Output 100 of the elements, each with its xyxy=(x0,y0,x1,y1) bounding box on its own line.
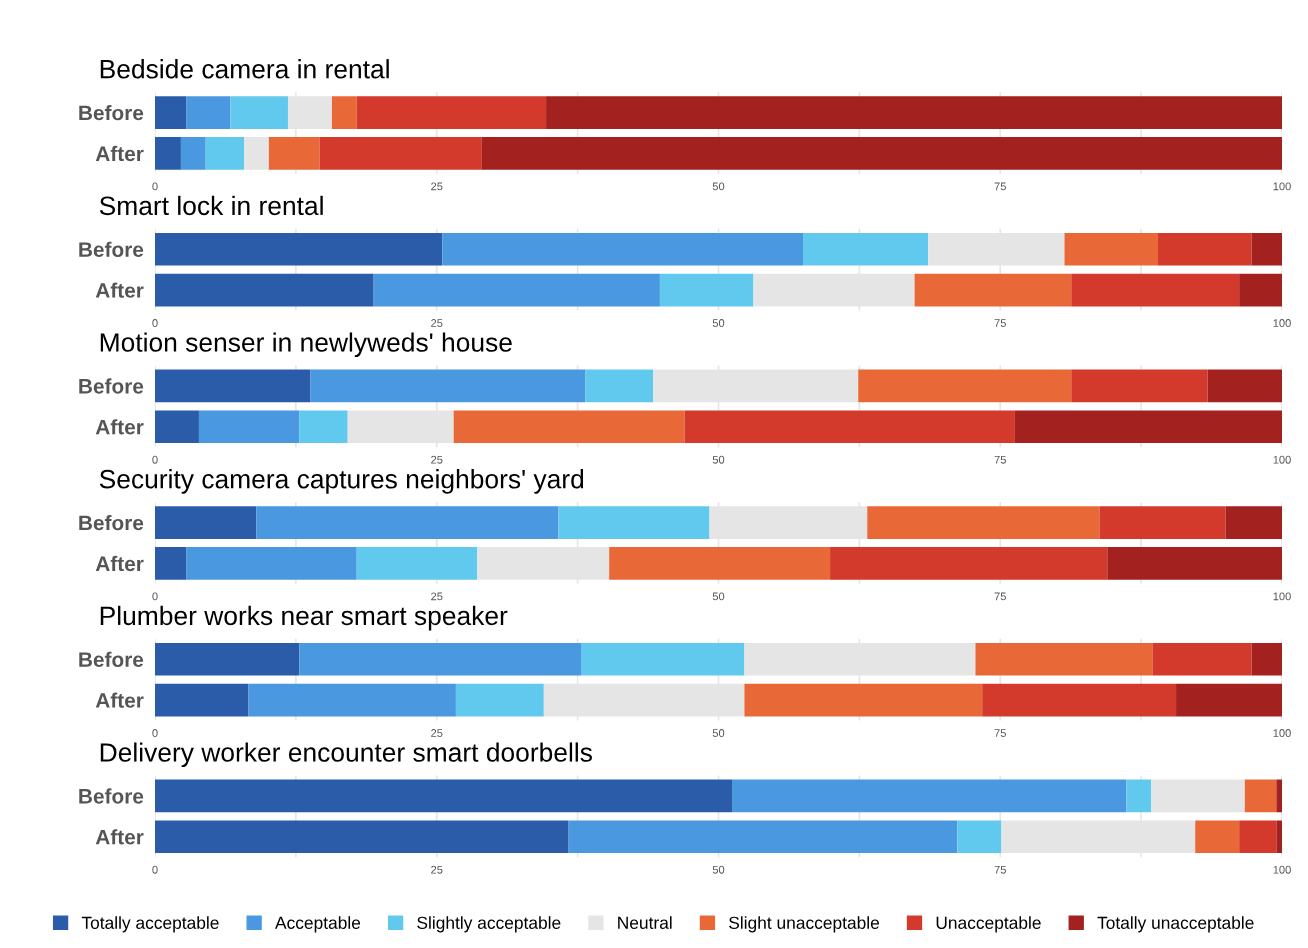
bar xyxy=(268,137,320,170)
x-tick-label: 75 xyxy=(994,455,1006,464)
y-tick-label: Before xyxy=(79,378,144,394)
bar xyxy=(155,96,187,129)
x-tick-label: 25 xyxy=(431,455,443,464)
bar xyxy=(442,232,804,266)
chart-title: Motion senser in newlyweds' house xyxy=(100,332,512,358)
x-tick-label: 75 xyxy=(994,319,1006,327)
bar xyxy=(155,232,443,266)
x-tick-label: 100 xyxy=(1273,592,1291,601)
bar xyxy=(1151,779,1245,813)
bar xyxy=(299,410,348,444)
bar xyxy=(867,506,1100,539)
x-tick-label: 100 xyxy=(1273,729,1291,737)
bar xyxy=(198,410,300,444)
y-tick-label: Before xyxy=(79,651,144,667)
bar xyxy=(180,137,206,170)
bar xyxy=(1158,232,1252,266)
y-tick-label: After xyxy=(95,282,144,298)
bar xyxy=(356,547,478,580)
bar xyxy=(356,96,547,129)
x-tick-label: 25 xyxy=(431,729,443,737)
bar xyxy=(659,273,754,307)
x-tick-label: 0 xyxy=(152,455,158,464)
y-tick-label: Before xyxy=(79,241,144,257)
bar xyxy=(155,410,199,444)
legend-label: Totally acceptable xyxy=(81,916,219,933)
y-tick-label: Before xyxy=(79,105,144,121)
bar xyxy=(609,547,831,580)
bar xyxy=(248,683,456,717)
x-tick-label: 50 xyxy=(712,865,725,874)
bar xyxy=(684,410,1015,444)
x-tick-label: 50 xyxy=(712,455,725,464)
x-tick-label: 0 xyxy=(152,592,158,601)
bar xyxy=(1251,232,1282,266)
bar xyxy=(914,273,1072,307)
bar xyxy=(1126,779,1152,813)
bar xyxy=(155,369,311,403)
bar xyxy=(1176,683,1282,717)
chart-title: Plumber works near smart speaker xyxy=(100,605,508,631)
x-tick-label: 75 xyxy=(994,182,1006,191)
bar xyxy=(186,547,357,580)
bar xyxy=(803,232,929,266)
bar xyxy=(1244,779,1277,813)
bar xyxy=(830,547,1108,580)
x-tick-label: 25 xyxy=(431,182,443,191)
bar xyxy=(1207,369,1282,403)
x-tick-label: 50 xyxy=(712,592,725,601)
y-tick-label: After xyxy=(95,692,144,708)
x-tick-label: 0 xyxy=(152,865,158,874)
bar xyxy=(1239,820,1277,854)
bar xyxy=(1071,369,1208,403)
x-tick-label: 75 xyxy=(994,729,1006,737)
bar xyxy=(230,96,288,129)
bar xyxy=(1239,273,1282,307)
bar xyxy=(244,137,269,170)
bar xyxy=(568,820,958,854)
x-tick-label: 50 xyxy=(712,182,725,191)
bar xyxy=(155,642,300,676)
x-tick-label: 0 xyxy=(152,319,158,327)
bar xyxy=(481,137,1282,170)
chart-title: Delivery worker encounter smart doorbells xyxy=(100,742,592,768)
bar xyxy=(546,96,1282,129)
bar xyxy=(1064,232,1159,266)
bar xyxy=(373,273,660,307)
bar xyxy=(585,369,654,403)
legend-label: Acceptable xyxy=(275,916,361,933)
legend-label: Neutral xyxy=(618,916,672,929)
bar xyxy=(1251,642,1282,676)
bar xyxy=(155,547,187,580)
y-tick-label: After xyxy=(95,419,144,435)
bar xyxy=(155,779,733,813)
bar xyxy=(1152,642,1252,676)
legend-label: Slightly acceptable xyxy=(417,916,561,933)
y-tick-label: Before xyxy=(79,515,144,531)
x-tick-label: 25 xyxy=(431,319,443,327)
legend-label: Totally unacceptable xyxy=(1097,916,1254,933)
bar xyxy=(1276,820,1282,854)
bar xyxy=(1099,506,1226,539)
bar xyxy=(453,410,685,444)
bar xyxy=(1071,273,1240,307)
bar xyxy=(982,683,1177,717)
chart-title: Smart lock in rental xyxy=(99,195,323,216)
x-tick-label: 100 xyxy=(1273,865,1291,874)
x-tick-label: 75 xyxy=(994,592,1006,601)
x-tick-label: 50 xyxy=(712,319,725,327)
bar xyxy=(1107,547,1282,580)
y-tick-label: After xyxy=(95,555,144,572)
bar xyxy=(975,642,1153,676)
x-tick-label: 0 xyxy=(152,729,158,737)
chart-title: Bedside camera in rental xyxy=(100,59,389,79)
bar xyxy=(155,683,249,717)
x-tick-label: 75 xyxy=(994,865,1006,874)
x-tick-label: 100 xyxy=(1273,182,1291,191)
bar xyxy=(1225,506,1282,539)
bar xyxy=(256,506,559,539)
legend-label: Slight unacceptable xyxy=(729,916,880,933)
x-tick-label: 25 xyxy=(431,592,443,601)
y-tick-label: After xyxy=(95,145,144,162)
bar xyxy=(205,137,245,170)
